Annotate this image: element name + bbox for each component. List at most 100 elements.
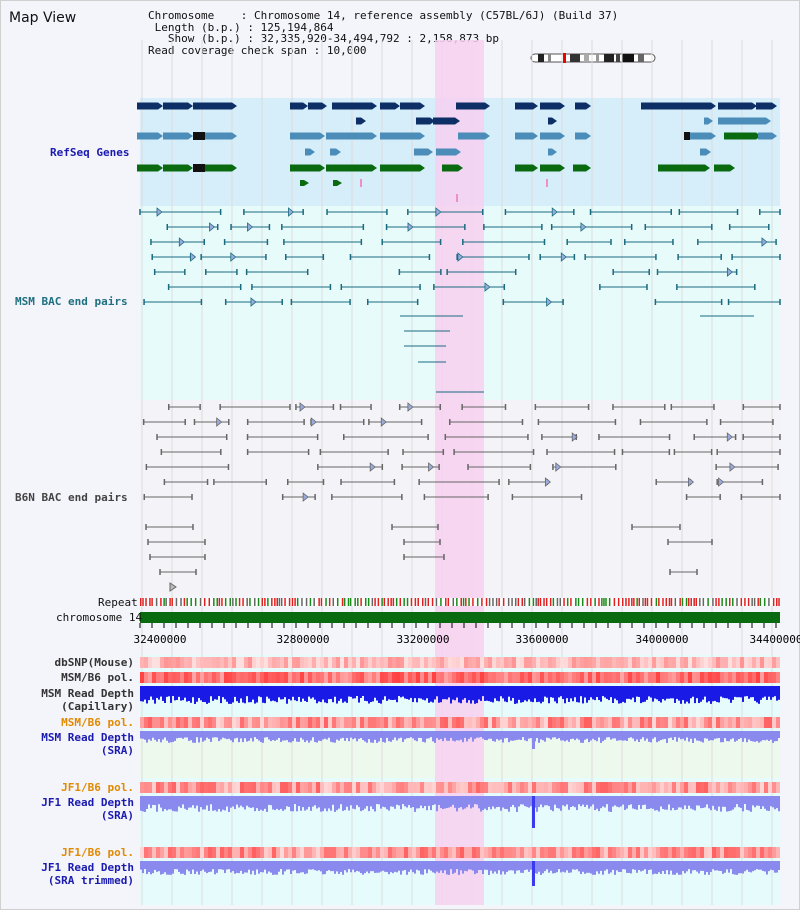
gene-feature[interactable] [416,117,430,125]
heat-cell [672,782,676,793]
gene-feature[interactable] [290,102,303,110]
gene-feature[interactable] [300,180,304,186]
gene-feature[interactable] [163,164,188,172]
track-label-msm-depth-capillary[interactable]: MSM Read Depth [41,687,134,700]
gene-feature[interactable] [436,148,456,156]
gene-feature[interactable] [442,164,458,172]
heat-cell [300,657,304,668]
depth-bar [552,861,554,874]
track-label-dbsnp[interactable]: dbSNP(Mouse) [54,656,134,669]
track-label-msm-b6-pol-2[interactable]: MSM/B6 pol. [61,716,134,729]
depth-bar [620,731,622,741]
gene-feature[interactable] [290,164,320,172]
track-label-b6n-bac[interactable]: B6N BAC end pairs [15,491,128,504]
gene-feature[interactable] [380,102,395,110]
gene-feature[interactable] [724,132,756,140]
track-label-jf1-b6-pol[interactable]: JF1/B6 pol. [61,781,134,794]
gene-feature[interactable] [414,148,428,156]
depth-bar [638,861,640,870]
b6n-bac-track[interactable] [142,402,781,592]
heat-cell [604,717,608,728]
depth-bar [460,731,462,740]
depth-bar [396,861,398,873]
gene-feature[interactable] [433,117,455,125]
gene-feature[interactable] [758,132,772,140]
gene-feature[interactable] [658,164,705,172]
track-label-msm-depth-sra[interactable]: MSM Read Depth [41,731,134,744]
gene-feature[interactable] [718,117,766,125]
gene-feature[interactable] [540,132,560,140]
gene-feature[interactable] [380,132,420,140]
gene-feature[interactable] [641,102,711,110]
gene-feature[interactable] [333,180,337,186]
depth-bar [366,861,368,872]
depth-bar [400,796,402,810]
gene-feature[interactable] [193,102,232,110]
gene-feature[interactable] [458,132,485,140]
track-label-refseq[interactable]: RefSeq Genes [50,146,130,159]
read-depth-tracks[interactable] [140,686,780,886]
chromosome-bar-fill[interactable] [140,612,780,623]
gene-feature[interactable] [356,117,361,125]
depth-bar [560,861,562,873]
polymorphism-heatmaps[interactable] [140,657,780,858]
chromosome-bar[interactable] [139,612,780,628]
refseq-genes-track[interactable] [137,102,777,203]
track-label-repeat[interactable]: Repeat [98,596,138,609]
heat-cell [228,717,232,728]
depth-bar [492,731,494,741]
gene-feature[interactable] [548,148,552,156]
gene-feature[interactable] [330,148,336,156]
gene-feature[interactable] [515,102,533,110]
gene-feature[interactable] [540,164,560,172]
repeat-track[interactable] [140,598,780,606]
gene-feature[interactable] [700,148,706,156]
heat-cell [624,657,628,668]
gene-feature[interactable] [332,102,372,110]
depth-bar [230,796,232,808]
gene-feature[interactable] [163,132,188,140]
gene-feature[interactable] [326,164,372,172]
gene-feature[interactable] [515,164,533,172]
track-label-jf1-depth-trimmed[interactable]: JF1 Read Depth [41,861,134,874]
gene-feature[interactable] [515,132,533,140]
gene-feature[interactable] [380,164,420,172]
msm-bac-track[interactable] [139,207,781,393]
heat-cell [720,672,724,683]
track-label-msm-bac[interactable]: MSM BAC end pairs [15,295,128,308]
depth-bar [488,731,490,739]
gene-feature[interactable] [690,132,711,140]
depth-bar [480,796,482,812]
gene-feature[interactable] [400,102,420,110]
gene-feature[interactable] [290,132,320,140]
gene-feature[interactable] [704,117,708,125]
gene-feature[interactable] [575,102,586,110]
gene-feature[interactable] [573,164,586,172]
track-label-jf1-depth-sra[interactable]: JF1 Read Depth [41,796,134,809]
gene-feature[interactable] [137,102,158,110]
depth-bar [210,686,212,697]
gene-feature[interactable] [308,102,322,110]
track-label-jf1-depth-sra-sub: (SRA) [100,809,134,822]
gene-feature[interactable] [756,102,772,110]
gene-feature[interactable] [326,132,372,140]
gene-feature[interactable] [718,102,752,110]
gene-feature[interactable] [137,132,158,140]
heat-cell [696,672,700,683]
gene-feature[interactable] [540,102,560,110]
track-label-jf1-b6-pol-2[interactable]: JF1/B6 pol. [61,846,134,859]
gene-feature[interactable] [456,102,485,110]
gene-feature[interactable] [193,132,232,140]
gene-feature[interactable] [137,164,158,172]
heat-cell [480,847,484,858]
gene-feature[interactable] [193,164,232,172]
heat-cell [564,657,568,668]
gene-feature[interactable] [305,148,310,156]
gene-feature[interactable] [163,102,188,110]
gene-feature[interactable] [714,164,730,172]
heat-cell [216,657,220,668]
gene-feature[interactable] [575,132,586,140]
gene-feature[interactable] [548,117,552,125]
track-label-msm-b6-pol[interactable]: MSM/B6 pol. [61,671,134,684]
